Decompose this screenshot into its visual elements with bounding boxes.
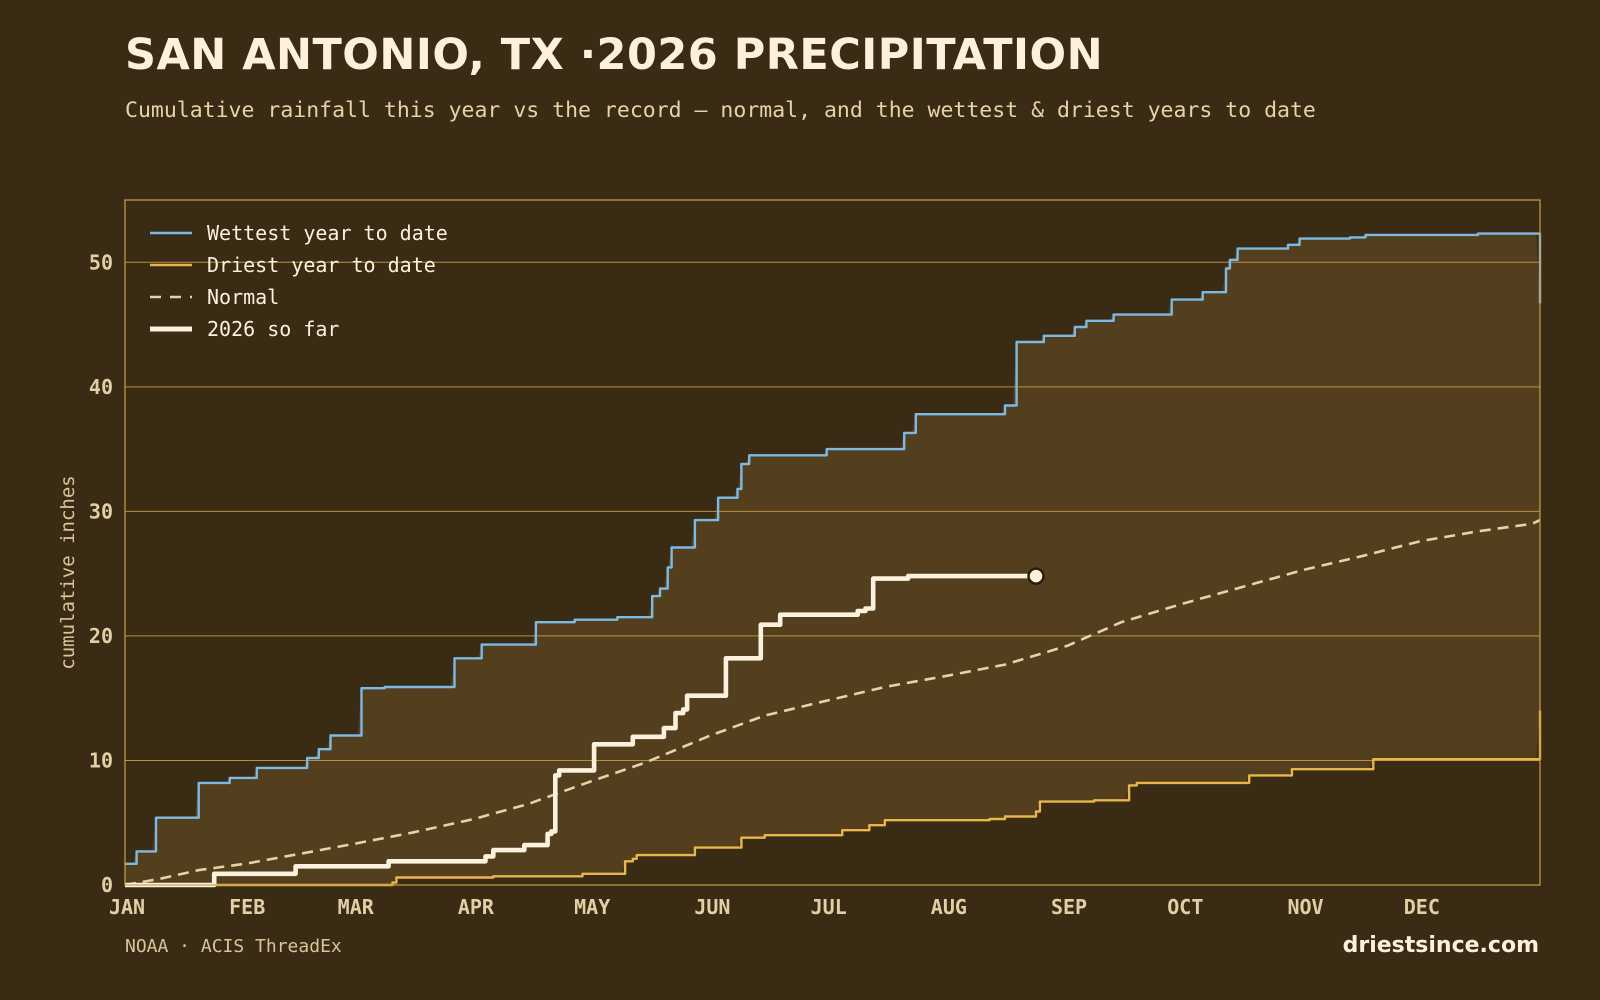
legend-label-current: 2026 so far [207,317,339,341]
range-band [125,233,1540,886]
x-tick-label-nov: NOV [1287,895,1323,919]
x-tick-label-jul: JUL [811,895,847,919]
y-tick-label: 30 [89,499,113,523]
y-tick-label: 10 [89,748,113,772]
series-line-driest [125,710,1542,887]
legend-label-driest: Driest year to date [207,253,436,277]
current-endpoint-marker[interactable] [1027,567,1045,585]
source-credit: NOAA · ACIS ThreadEx [125,936,342,957]
x-tick-label-oct: OCT [1167,895,1203,919]
brand-link[interactable]: driestsince.com [1342,933,1539,958]
plot-frame [124,199,1541,886]
y-axis-label: cumulative inches [57,475,79,669]
series-line-current [125,573,1036,888]
chart-subtitle: Cumulative rainfall this year vs the rec… [125,98,1316,123]
series-line-wettest [125,232,1542,865]
x-tick-label-sep: SEP [1051,895,1087,919]
x-tick-label-apr: APR [458,895,495,919]
series-line-normal [124,518,1541,887]
legend-label-wettest: Wettest year to date [207,221,448,245]
x-tick-label-aug: AUG [931,895,967,919]
chart-title: SAN ANTONIO, TX ·2026 PRECIPITATION [125,30,1104,80]
x-tick-label-mar: MAR [338,895,375,919]
x-tick-label-feb: FEB [229,895,265,919]
y-tick-label: 0 [101,873,113,897]
x-tick-label-jan: JAN [109,895,145,919]
y-tick-label: 50 [89,250,113,274]
x-tick-label-may: MAY [574,895,610,919]
y-tick-label: 20 [89,624,113,648]
y-tick-label: 40 [89,375,113,399]
x-tick-label-jun: JUN [694,895,730,919]
legend-label-normal: Normal [207,285,279,309]
x-tick-label-dec: DEC [1404,895,1440,919]
